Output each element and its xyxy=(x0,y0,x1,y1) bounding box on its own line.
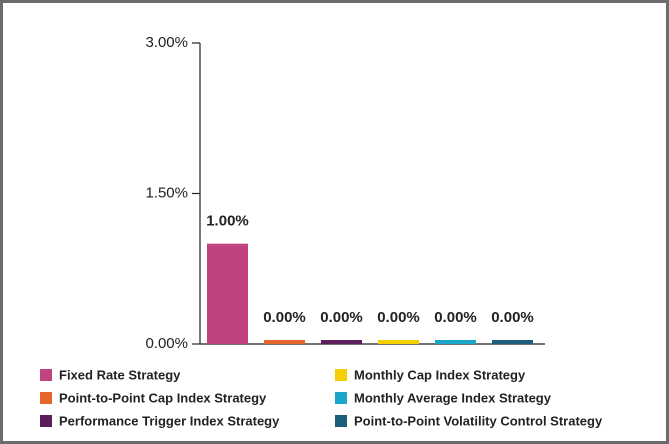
legend-swatch xyxy=(40,392,52,404)
legend-swatch xyxy=(335,415,347,427)
legend-label: Point-to-Point Volatility Control Strate… xyxy=(354,413,603,428)
bar xyxy=(378,340,419,344)
legend-label: Fixed Rate Strategy xyxy=(59,367,181,382)
y-tick-label: 1.50% xyxy=(145,184,188,201)
value-label: 0.00% xyxy=(263,309,306,326)
bar xyxy=(207,243,248,344)
legend-swatch xyxy=(335,369,347,381)
legend-label: Monthly Average Index Strategy xyxy=(354,390,552,405)
y-tick-label: 0.00% xyxy=(145,335,188,352)
value-label: 0.00% xyxy=(434,309,477,326)
value-label: 0.00% xyxy=(491,309,534,326)
legend-label: Performance Trigger Index Strategy xyxy=(59,413,280,428)
bar xyxy=(492,340,533,344)
legend-swatch xyxy=(335,392,347,404)
value-label: 1.00% xyxy=(206,213,249,230)
legend-swatch xyxy=(40,415,52,427)
legend-swatch xyxy=(40,369,52,381)
legend-label: Point-to-Point Cap Index Strategy xyxy=(59,390,267,405)
bar xyxy=(321,340,362,344)
bar xyxy=(264,340,305,344)
legend-label: Monthly Cap Index Strategy xyxy=(354,367,526,382)
y-tick-label: 3.00% xyxy=(145,34,188,51)
value-label: 0.00% xyxy=(377,309,420,326)
bar xyxy=(435,340,476,344)
value-label: 0.00% xyxy=(320,309,363,326)
